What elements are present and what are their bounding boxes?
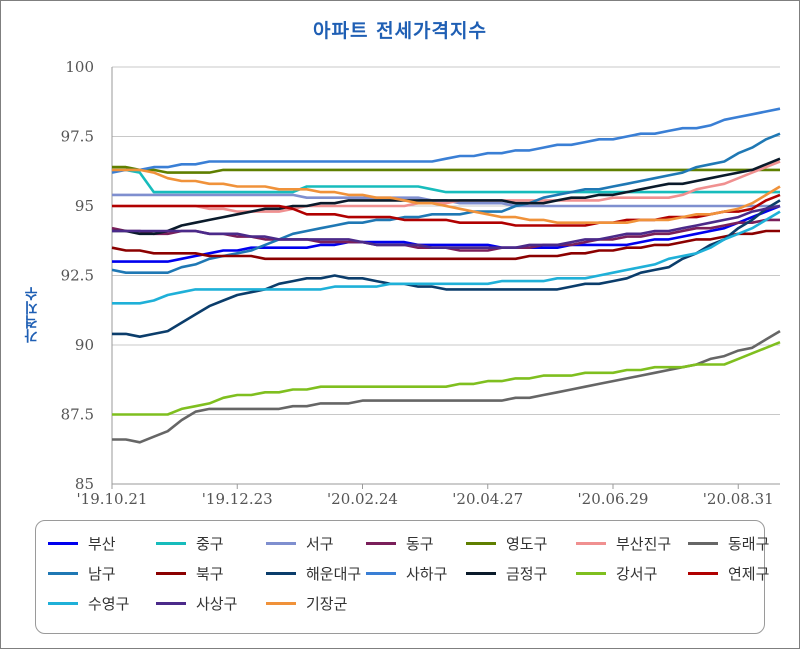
y-tick-labels: 85 87.5 90 92.5 95 97.5 100: [61, 58, 94, 493]
series-line-6: [112, 329, 781, 444]
legend-item: 남구: [48, 562, 116, 584]
chart-title: 아파트 전세가격지수: [313, 20, 487, 42]
y-tick-label: 97.5: [61, 128, 94, 146]
legend-item: 수영구: [48, 592, 129, 614]
series-line-12: [112, 340, 781, 416]
legend-swatch: [466, 541, 496, 545]
series-line-8: [111, 229, 780, 261]
legend-label: 북구: [196, 564, 224, 583]
x-tick-label: '20.04.27: [452, 490, 523, 508]
legend-label: 금정구: [506, 564, 548, 583]
legend-label: 중구: [196, 534, 224, 553]
series-line-1: [112, 168, 780, 194]
x-tick-label: '20.06.29: [578, 490, 649, 508]
x-tick-label: '20.02.24: [327, 490, 398, 508]
x-tick-label: '20.08.31: [703, 490, 774, 508]
legend-swatch: [156, 601, 186, 605]
x-tick-label: '19.12.23: [202, 490, 273, 508]
legend-swatch: [156, 541, 186, 545]
legend-label: 동래구: [728, 534, 770, 553]
series-line-9: [112, 199, 781, 339]
legend-item: 서구: [266, 532, 334, 554]
y-tick-label: 87.5: [61, 406, 94, 424]
series-line-5: [112, 160, 781, 213]
legend-item: 강서구: [576, 562, 657, 584]
legend-label: 사하구: [406, 564, 448, 583]
legend-item: 북구: [156, 562, 224, 584]
legend-swatch: [576, 541, 606, 545]
legend-swatch: [48, 571, 78, 575]
legend-item: 금정구: [466, 562, 547, 584]
legend-item: 영도구: [466, 532, 547, 554]
legend-swatch: [366, 571, 396, 575]
y-tick-label: 90: [75, 336, 94, 354]
y-tick-label: 85: [75, 475, 94, 493]
legend-swatch: [266, 601, 296, 605]
legend-item: 부산: [48, 532, 116, 554]
legend-label: 사상구: [196, 594, 238, 613]
series-line-16: [112, 168, 781, 224]
legend-label: 연제구: [728, 564, 770, 583]
x-tick-labels: '19.10.21 '19.12.23 '20.02.24 '20.04.27 '20.…: [77, 484, 774, 508]
legend-item: 기장군: [266, 592, 347, 614]
series-lines: [111, 107, 781, 444]
legend-swatch: [688, 541, 718, 545]
legend-swatch: [156, 571, 186, 575]
series-line-15: [112, 204, 781, 249]
legend-label: 남구: [88, 564, 116, 583]
legend-swatch: [366, 541, 396, 545]
legend-label: 부산진구: [616, 534, 672, 553]
x-tick-label: '19.10.21: [77, 490, 148, 508]
legend-item: 연제구: [688, 562, 769, 584]
y-tick-label: 100: [65, 58, 94, 76]
legend-swatch: [466, 571, 496, 575]
series-line-11: [112, 157, 781, 236]
legend-label: 서구: [306, 534, 334, 553]
legend-label: 동구: [406, 534, 434, 553]
legend-swatch: [266, 571, 296, 575]
legend-item: 부산진구: [576, 532, 671, 554]
legend-swatch: [576, 571, 606, 575]
legend-label: 영도구: [506, 534, 548, 553]
series-line-10: [111, 107, 781, 174]
legend-label: 부산: [88, 534, 116, 553]
legend-label: 해운대구: [306, 564, 362, 583]
plot-area: 85 87.5 90 92.5 95 97.5 100 '19.10.21 '19.12.23…: [61, 58, 781, 508]
legend-item: 사하구: [366, 562, 447, 584]
legend-swatch: [48, 601, 78, 605]
legend-swatch: [48, 541, 78, 545]
series-line-4: [112, 165, 780, 174]
series-line-0: [112, 204, 781, 263]
series-line-14: [112, 210, 781, 305]
legend-item: 사상구: [156, 592, 237, 614]
legend-item: 동래구: [688, 532, 769, 554]
legend-item: 동구: [366, 532, 434, 554]
legend-item: 해운대구: [266, 562, 361, 584]
legend-label: 수영구: [88, 594, 130, 613]
y-tick-label: 95: [75, 197, 94, 215]
series-line-13: [112, 193, 781, 227]
legend-swatch: [688, 571, 718, 575]
legend-swatch: [266, 541, 296, 545]
legend-label: 기장군: [306, 594, 348, 613]
legend-item: 중구: [156, 532, 224, 554]
y-tick-label: 92.5: [61, 267, 94, 285]
legend-label: 강서구: [616, 564, 658, 583]
